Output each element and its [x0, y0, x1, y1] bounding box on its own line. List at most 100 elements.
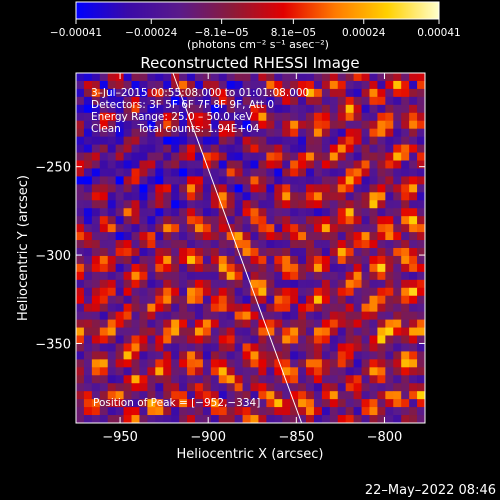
- heatmap-cell: [147, 128, 156, 138]
- heatmap-cell: [218, 224, 228, 233]
- heatmap-cell: [234, 327, 243, 336]
- heatmap-cell: [194, 367, 204, 376]
- heatmap-cell: [76, 399, 85, 408]
- heatmap-cell: [218, 391, 228, 400]
- colorbar-tick-label: 0.00041: [417, 27, 460, 39]
- heatmap-cell: [361, 311, 370, 320]
- heatmap-cell: [131, 359, 140, 368]
- heatmap-cell: [401, 391, 410, 400]
- heatmap-cell: [313, 351, 323, 360]
- heatmap-cell: [393, 112, 402, 122]
- heatmap-cell: [409, 144, 418, 153]
- heatmap-cell: [401, 232, 410, 241]
- heatmap-cell: [258, 351, 267, 360]
- heatmap-cell: [313, 415, 323, 423]
- heatmap-cell: [369, 120, 378, 130]
- heatmap-cell: [226, 88, 236, 98]
- heatmap-cell: [91, 375, 101, 384]
- heatmap-cell: [91, 240, 101, 249]
- heatmap-cell: [266, 279, 275, 289]
- heatmap-cell: [313, 232, 323, 241]
- heatmap-cell: [250, 73, 259, 82]
- heatmap-cell: [234, 311, 243, 320]
- heatmap-cell: [194, 415, 204, 423]
- heatmap-cell: [179, 232, 188, 241]
- heatmap-cell: [187, 232, 196, 241]
- heatmap-cell: [377, 200, 386, 209]
- heatmap-cell: [385, 200, 394, 209]
- heatmap-cell: [361, 367, 370, 376]
- heatmap-cell: [194, 232, 204, 241]
- heatmap-cell: [377, 120, 386, 130]
- heatmap-cell: [226, 375, 236, 384]
- heatmap-cell: [369, 168, 378, 177]
- heatmap-cell: [99, 240, 109, 249]
- heatmap-cell: [337, 208, 347, 217]
- heatmap-cell: [353, 120, 362, 130]
- heatmap-cell: [234, 152, 243, 161]
- heatmap-cell: [361, 359, 370, 368]
- heatmap-cell: [179, 295, 188, 305]
- heatmap-cell: [385, 383, 394, 392]
- heatmap-cell: [226, 391, 236, 400]
- heatmap-cell: [258, 287, 267, 297]
- heatmap-cell: [226, 168, 236, 177]
- heatmap-cell: [218, 295, 228, 305]
- heatmap-cell: [115, 200, 124, 209]
- heatmap-cell: [321, 152, 331, 161]
- heatmap-cell: [76, 335, 85, 344]
- heatmap-cell: [115, 224, 124, 233]
- heatmap-cell: [187, 152, 196, 161]
- heatmap-cell: [401, 73, 410, 82]
- heatmap-cell: [131, 128, 140, 138]
- heatmap-cell: [409, 232, 418, 241]
- heatmap-cell: [210, 335, 220, 344]
- heatmap-cell: [306, 295, 315, 305]
- heatmap-cell: [83, 160, 93, 169]
- heatmap-cell: [250, 168, 259, 177]
- heatmap-cell: [369, 351, 378, 360]
- heatmap-cell: [218, 73, 228, 82]
- heatmap-cell: [226, 73, 236, 82]
- heatmap-cell: [155, 391, 164, 400]
- heatmap-cell: [155, 160, 164, 169]
- heatmap-cell: [345, 120, 355, 130]
- heatmap-cell: [321, 327, 331, 336]
- heatmap-cell: [194, 303, 204, 313]
- heatmap-cell: [187, 319, 196, 328]
- heatmap-cell: [321, 303, 331, 313]
- heatmap-cell: [218, 168, 228, 177]
- heatmap-cell: [194, 375, 204, 384]
- heatmap-cell: [76, 415, 85, 423]
- heatmap-cell: [313, 359, 323, 368]
- heatmap-cell: [131, 287, 140, 297]
- heatmap-cell: [321, 287, 331, 297]
- heatmap-cell: [147, 88, 156, 98]
- heatmap-cell: [385, 415, 394, 423]
- heatmap-cell: [99, 136, 109, 145]
- heatmap-cell: [115, 112, 124, 122]
- heatmap-cell: [210, 248, 220, 257]
- heatmap-cell: [377, 359, 386, 368]
- heatmap-cell: [313, 327, 323, 336]
- heatmap-cell: [401, 120, 410, 130]
- heatmap-cell: [107, 208, 117, 217]
- heatmap-cell: [369, 367, 378, 376]
- heatmap-cell: [131, 311, 140, 320]
- heatmap-cell: [131, 104, 140, 114]
- heatmap-cell: [155, 112, 164, 122]
- heatmap-cell: [131, 136, 140, 145]
- heatmap-cell: [194, 311, 204, 320]
- heatmap-cell: [361, 391, 370, 400]
- heatmap-cell: [401, 311, 410, 320]
- heatmap-cell: [123, 128, 132, 138]
- heatmap-cell: [155, 232, 164, 241]
- heatmap-cell: [155, 184, 164, 193]
- heatmap-cell: [258, 415, 267, 423]
- heatmap-cell: [163, 335, 172, 344]
- heatmap-cell: [155, 295, 164, 305]
- heatmap-cell: [298, 391, 307, 400]
- heatmap-cell: [202, 255, 212, 265]
- heatmap-cell: [171, 96, 180, 106]
- heatmap-cell: [139, 279, 148, 289]
